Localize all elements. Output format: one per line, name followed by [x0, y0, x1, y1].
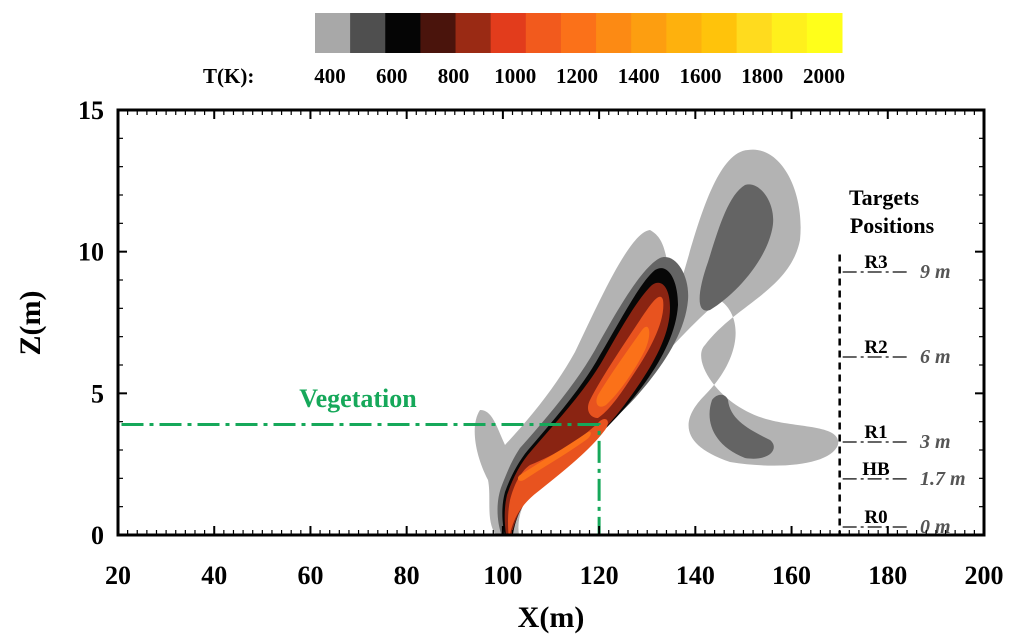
y-tick-label: 0	[91, 521, 104, 550]
colorbar-tick-label: 600	[376, 64, 408, 88]
x-tick-label: 80	[394, 561, 420, 590]
target-name: R1	[864, 422, 887, 443]
colorbar-swatch	[385, 13, 421, 53]
y-tick-label: 5	[91, 379, 104, 408]
targets-title-line2: Positions	[850, 213, 935, 238]
temperature-contours	[474, 149, 839, 535]
colorbar-swatch	[701, 13, 738, 53]
target-name: R3	[864, 252, 887, 273]
colorbar-tick-label: 1200	[556, 64, 598, 88]
x-axis-label: X(m)	[518, 601, 585, 634]
target-name: R0	[864, 507, 887, 528]
colorbar	[315, 13, 843, 53]
target-height: 6 m	[920, 346, 951, 368]
targets-group: Targets Positions R3 9 m R2 6 m R1 3 m HB 1.7 m…	[838, 185, 966, 538]
y-tick-label: 10	[78, 238, 104, 267]
x-tick-label: 60	[297, 561, 323, 590]
colorbar-tick-label: 1400	[618, 64, 660, 88]
colorbar-swatch	[455, 13, 492, 53]
target-height: 3 m	[919, 431, 951, 453]
target-name: HB	[862, 459, 890, 480]
colorbar-tick-label: 400	[314, 64, 346, 88]
colorbar-tick-label: 1800	[741, 64, 783, 88]
colorbar-tick-label: 1000	[494, 64, 536, 88]
contour-600-lobe	[709, 394, 774, 459]
contour-1400	[517, 326, 650, 481]
x-tick-label: 200	[965, 561, 1004, 590]
target-name: R2	[864, 337, 887, 358]
target-height: 9 m	[920, 261, 951, 283]
colorbar-swatch	[490, 13, 527, 53]
colorbar-tick-labels: 400 600 800 1000 1200 1400 1600 1800 2000	[314, 64, 845, 88]
contour-600-arm	[699, 184, 774, 311]
x-tick-label: 160	[772, 561, 811, 590]
colorbar-swatch	[350, 13, 386, 53]
colorbar-swatch	[631, 13, 667, 53]
colorbar-swatch	[666, 13, 702, 53]
y-axis-label: Z(m)	[14, 291, 47, 356]
x-tick-label: 20	[105, 561, 131, 590]
x-tick-label: 100	[483, 561, 522, 590]
x-tick-label: 140	[676, 561, 715, 590]
colorbar-swatch	[420, 13, 457, 53]
colorbar-tick-label: 2000	[803, 64, 845, 88]
colorbar-swatch	[806, 13, 843, 53]
y-tick-label: 15	[78, 96, 104, 125]
colorbar-tick-label: 800	[438, 64, 470, 88]
colorbar-swatch	[315, 13, 351, 53]
colorbar-swatch	[771, 13, 808, 53]
colorbar-swatch	[596, 13, 632, 53]
targets-title-line1: Targets	[849, 185, 920, 210]
vegetation-label: Vegetation	[299, 384, 417, 413]
x-tick-label: 180	[868, 561, 907, 590]
x-tick-label: 40	[201, 561, 227, 590]
colorbar-swatch	[525, 13, 562, 53]
colorbar-swatch	[736, 13, 773, 53]
colorbar-swatch	[560, 13, 597, 53]
y-axis: 0 5 10 15	[78, 96, 984, 550]
colorbar-tick-label: 1600	[680, 64, 722, 88]
target-height: 1.7 m	[920, 468, 966, 490]
x-tick-label: 120	[580, 561, 619, 590]
target-height: 0 m	[920, 516, 951, 538]
x-axis: 20 40 60 80 100 120 140 160 180 200	[105, 110, 1004, 590]
colorbar-label: T(K):	[203, 64, 254, 88]
